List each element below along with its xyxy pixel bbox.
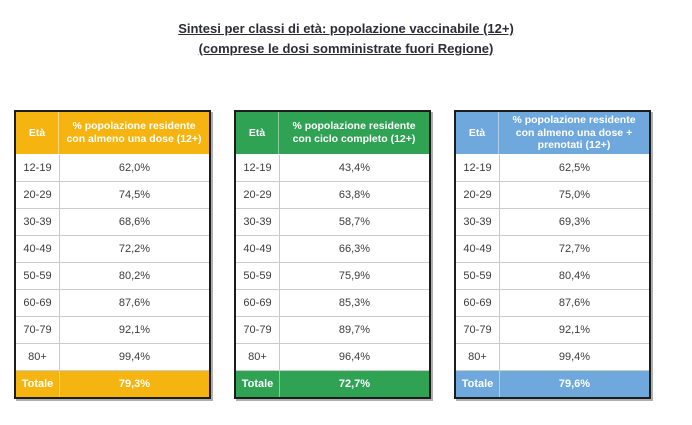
table-row: 12-19 43,4% <box>236 155 429 182</box>
table-row: 12-19 62,0% <box>16 155 209 182</box>
table-total-row: Totale 79,3% <box>16 371 209 397</box>
table-row: 80+ 96,4% <box>236 344 429 371</box>
table-header-row: Età % popolazione residente con ciclo co… <box>236 112 429 155</box>
percent-value: 75,0% <box>558 189 591 201</box>
percent-value: 72,2% <box>118 243 151 255</box>
table-row: 50-59 75,9% <box>236 263 429 290</box>
page-title-line-2: (comprese le dosi somministrate fuori Re… <box>198 40 494 56</box>
total-value: 79,3% <box>118 378 151 390</box>
age-class-label: 60-69 <box>16 290 60 316</box>
age-class-label: 30-39 <box>456 209 500 235</box>
age-class-label: 50-59 <box>456 263 500 289</box>
table-row: 60-69 87,6% <box>456 290 649 317</box>
table-row: 40-49 72,7% <box>456 236 649 263</box>
table-row: 30-39 68,6% <box>16 209 209 236</box>
age-class-label: 60-69 <box>456 290 500 316</box>
table-ciclo-completo: Età % popolazione residente con ciclo co… <box>234 110 431 399</box>
percent-value: 80,4% <box>558 270 591 282</box>
table-row: 50-59 80,4% <box>456 263 649 290</box>
age-class-label: 80+ <box>16 344 60 370</box>
percent-value: 99,4% <box>558 351 591 363</box>
age-class-label: 20-29 <box>236 182 280 208</box>
table-row: 30-39 69,3% <box>456 209 649 236</box>
age-class-label: 70-79 <box>16 317 60 343</box>
percent-value: 69,3% <box>558 216 591 228</box>
age-class-label: 80+ <box>456 344 500 370</box>
table-almeno-una-dose: Età % popolazione residente con almeno u… <box>14 110 211 399</box>
age-class-label: 20-29 <box>456 182 500 208</box>
column-header-eta: Età <box>236 112 279 154</box>
table-row: 80+ 99,4% <box>16 344 209 371</box>
column-header-eta: Età <box>16 112 59 154</box>
percent-value: 66,3% <box>338 243 371 255</box>
total-label: Totale <box>236 371 280 397</box>
age-class-label: 80+ <box>236 344 280 370</box>
age-class-label: 70-79 <box>236 317 280 343</box>
table-row: 70-79 92,1% <box>16 317 209 344</box>
percent-value: 72,7% <box>558 243 591 255</box>
age-class-label: 12-19 <box>16 155 60 181</box>
age-class-label: 12-19 <box>456 155 500 181</box>
percent-value: 63,8% <box>338 189 371 201</box>
percent-value: 74,5% <box>118 189 151 201</box>
table-row: 40-49 72,2% <box>16 236 209 263</box>
age-class-label: 50-59 <box>236 263 280 289</box>
table-row: 60-69 85,3% <box>236 290 429 317</box>
table-row: 20-29 75,0% <box>456 182 649 209</box>
table-row: 70-79 92,1% <box>456 317 649 344</box>
percent-value: 62,0% <box>118 162 151 174</box>
table-dose-piu-prenotati: Età % popolazione residente con almeno u… <box>454 110 651 399</box>
page-title-line-1: Sintesi per classi di età: popolazione v… <box>178 21 514 36</box>
table-row: 70-79 89,7% <box>236 317 429 344</box>
age-class-label: 50-59 <box>16 263 60 289</box>
table-header-row: Età % popolazione residente con almeno u… <box>16 112 209 155</box>
age-class-label: 40-49 <box>16 236 60 262</box>
table-row: 50-59 80,2% <box>16 263 209 290</box>
percent-value: 96,4% <box>338 351 371 363</box>
tables-container: Età % popolazione residente con almeno u… <box>14 110 692 399</box>
column-header-value: % popolazione residente con almeno una d… <box>512 113 636 152</box>
percent-value: 87,6% <box>118 297 151 309</box>
percent-value: 68,6% <box>118 216 151 228</box>
table-total-row: Totale 79,6% <box>456 371 649 397</box>
age-class-label: 40-49 <box>456 236 500 262</box>
table-total-row: Totale 72,7% <box>236 371 429 397</box>
percent-value: 75,9% <box>338 270 371 282</box>
age-class-label: 30-39 <box>16 209 60 235</box>
age-class-label: 12-19 <box>236 155 280 181</box>
column-header-value: % popolazione residente con ciclo comple… <box>292 120 416 145</box>
percent-value: 58,7% <box>338 216 371 228</box>
percent-value: 89,7% <box>338 324 371 336</box>
column-header-eta: Età <box>456 112 499 154</box>
table-row: 60-69 87,6% <box>16 290 209 317</box>
total-label: Totale <box>16 371 60 397</box>
table-header-row: Età % popolazione residente con almeno u… <box>456 112 649 155</box>
table-row: 20-29 63,8% <box>236 182 429 209</box>
percent-value: 92,1% <box>558 324 591 336</box>
table-row: 40-49 66,3% <box>236 236 429 263</box>
table-row: 12-19 62,5% <box>456 155 649 182</box>
age-class-label: 60-69 <box>236 290 280 316</box>
table-row: 20-29 74,5% <box>16 182 209 209</box>
total-value: 72,7% <box>338 378 371 390</box>
percent-value: 87,6% <box>558 297 591 309</box>
total-value: 79,6% <box>558 378 591 390</box>
table-row: 80+ 99,4% <box>456 344 649 371</box>
percent-value: 80,2% <box>118 270 151 282</box>
column-header-value: % popolazione residente con almeno una d… <box>66 120 202 145</box>
percent-value: 99,4% <box>118 351 151 363</box>
age-class-label: 70-79 <box>456 317 500 343</box>
percent-value: 85,3% <box>338 297 371 309</box>
percent-value: 62,5% <box>558 162 591 174</box>
total-label: Totale <box>456 371 500 397</box>
percent-value: 43,4% <box>338 162 371 174</box>
age-class-label: 30-39 <box>236 209 280 235</box>
table-row: 30-39 58,7% <box>236 209 429 236</box>
age-class-label: 40-49 <box>236 236 280 262</box>
percent-value: 92,1% <box>118 324 151 336</box>
age-class-label: 20-29 <box>16 182 60 208</box>
page-title: Sintesi per classi di età: popolazione v… <box>0 0 692 58</box>
